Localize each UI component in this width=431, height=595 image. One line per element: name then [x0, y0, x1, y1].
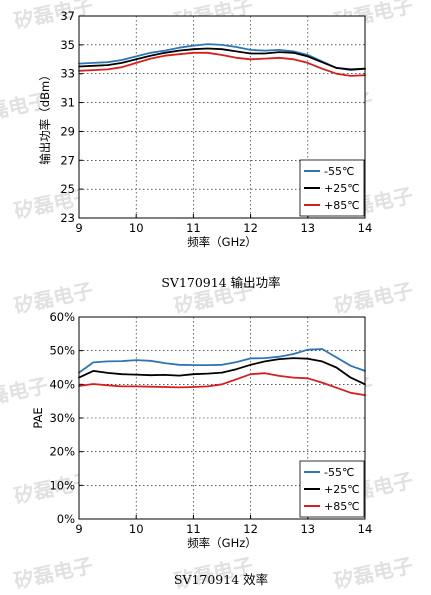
legend-label: +25℃ [324, 182, 360, 195]
watermark-text: 矽磊电子 [332, 278, 415, 318]
plot-frame [78, 15, 366, 219]
watermark-text: 矽磊电子 [12, 553, 95, 593]
y-tick-label: 29 [60, 124, 75, 138]
y-tick-label: 0% [57, 512, 75, 526]
x-tick-label: 14 [358, 522, 373, 536]
x-tick-label: 10 [129, 221, 144, 235]
legend-label: +85℃ [324, 500, 360, 513]
x-tick-label: 13 [300, 522, 315, 536]
y-tick-label: 60% [49, 310, 75, 324]
legend: -55℃ +25℃ +85℃ [299, 159, 365, 217]
x-tick-label: 11 [186, 522, 201, 536]
y-axis-label: PAE [31, 407, 45, 428]
x-tick-label: 14 [358, 221, 373, 235]
y-tick-label: 30% [49, 411, 75, 425]
legend-label: -55℃ [324, 165, 354, 178]
y-tick-label: 25 [60, 182, 75, 196]
x-tick-label: 12 [243, 221, 258, 235]
y-tick-label: 40% [49, 377, 75, 391]
chart2-caption: SV170914 效率 [174, 572, 268, 587]
x-tick-label: 9 [75, 522, 82, 536]
legend-label: +85℃ [324, 199, 360, 212]
y-tick-label: 10% [49, 478, 75, 492]
series-line-plus85c [78, 372, 366, 397]
watermark-text: 矽磊电子 [332, 553, 415, 593]
series-line-plus25c [78, 47, 366, 71]
y-tick-label: 35 [60, 38, 75, 52]
y-tick-label: 27 [60, 153, 75, 167]
x-axis-label: 频率（GHz） [187, 235, 257, 249]
series-line-plus85c [78, 51, 366, 77]
y-tick-label: 37 [60, 9, 75, 23]
y-tick-label: 23 [60, 211, 75, 225]
y-tick-label: 31 [60, 96, 75, 110]
y-axis-label: 输出功率（dBm） [38, 69, 52, 164]
legend-label: +25℃ [324, 483, 360, 496]
x-tick-label: 9 [75, 221, 82, 235]
y-tick-label: 20% [49, 445, 75, 459]
plot-frame [78, 316, 366, 520]
x-axis-label: 频率（GHz） [187, 536, 257, 550]
series-line-plus25c [78, 357, 366, 386]
y-tick-label: 33 [60, 67, 75, 81]
legend-label: -55℃ [324, 466, 354, 479]
x-tick-label: 12 [243, 522, 258, 536]
pae-chart: 9 10 11 12 13 14 0% 10% 20% 30% 40% 50% 60% 频率（GHz） PA… [31, 310, 372, 550]
series-line-minus55c [78, 348, 366, 374]
y-tick-label: 50% [49, 344, 75, 358]
chart1-caption: SV170914 输出功率 [161, 275, 280, 290]
watermark-text: 矽磊电子 [0, 373, 50, 413]
output-power-chart: 9 10 11 12 13 14 23 25 27 29 31 33 35 37 频率（GHz） 输出功率（d… [38, 9, 372, 249]
x-tick-label: 11 [186, 221, 201, 235]
legend: -55℃ +25℃ +85℃ [299, 460, 365, 518]
x-tick-label: 13 [300, 221, 315, 235]
series-line-minus55c [78, 43, 366, 71]
x-tick-label: 10 [129, 522, 144, 536]
